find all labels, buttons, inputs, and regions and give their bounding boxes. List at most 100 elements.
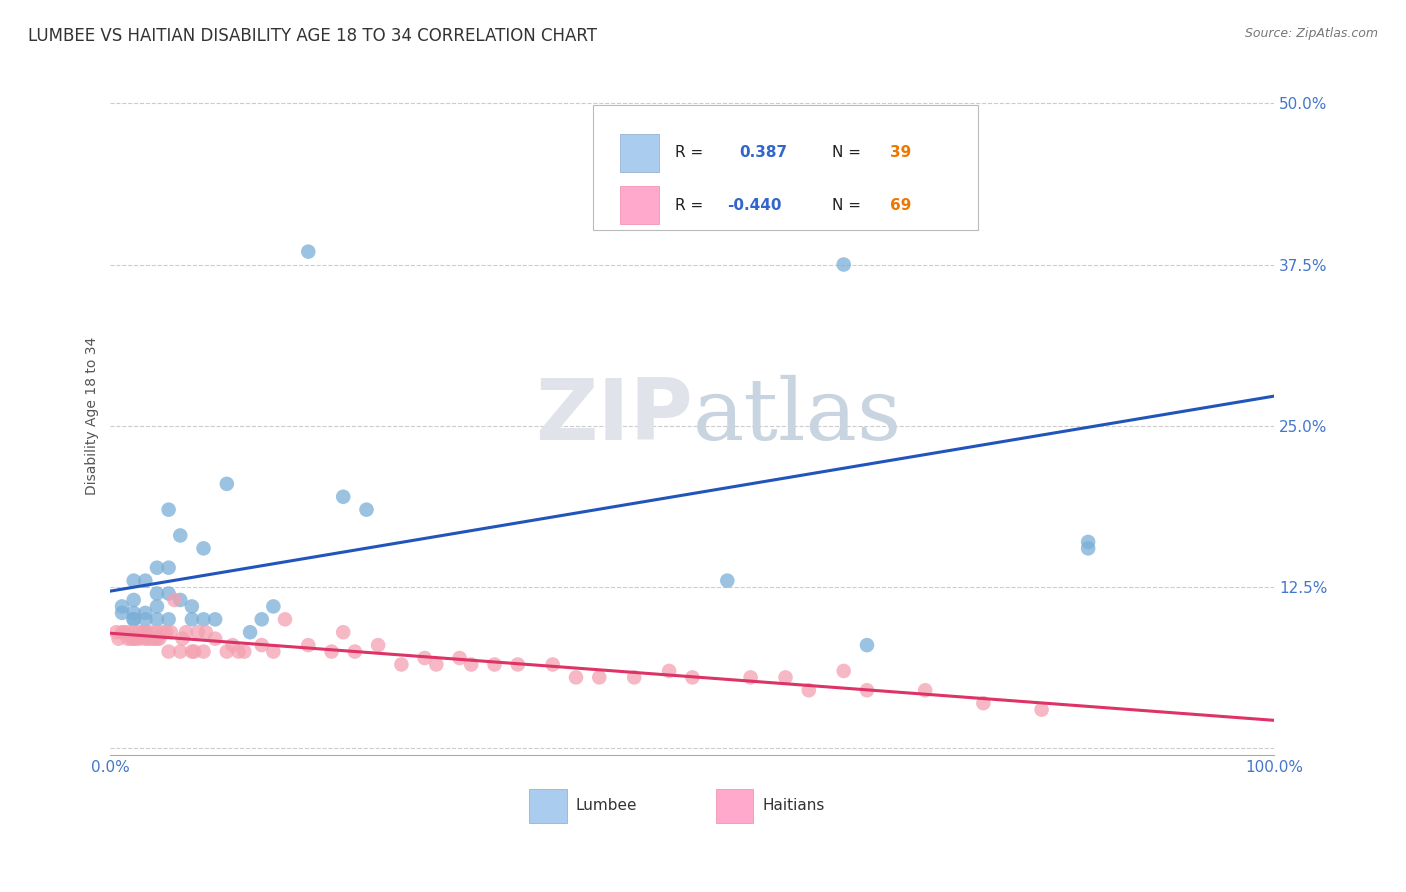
- Point: [460, 657, 482, 672]
- Point: [425, 657, 447, 672]
- Point: [122, 593, 145, 607]
- Point: [449, 651, 471, 665]
- Y-axis label: Disability Age 18 to 34: Disability Age 18 to 34: [86, 337, 100, 495]
- Point: [183, 644, 205, 658]
- Point: [187, 625, 209, 640]
- Point: [146, 599, 169, 614]
- Point: [740, 128, 762, 143]
- Point: [484, 657, 506, 672]
- Point: [141, 632, 163, 646]
- Bar: [620, 135, 658, 171]
- Point: [157, 502, 180, 516]
- Point: [146, 612, 169, 626]
- Point: [134, 632, 156, 646]
- Point: [122, 612, 145, 626]
- Text: 69: 69: [890, 198, 911, 212]
- Point: [193, 644, 215, 658]
- FancyBboxPatch shape: [593, 104, 977, 230]
- Point: [832, 664, 855, 678]
- Point: [180, 644, 202, 658]
- Point: [128, 625, 150, 640]
- Point: [193, 612, 215, 626]
- Point: [117, 632, 139, 646]
- Point: [122, 632, 145, 646]
- Point: [134, 606, 156, 620]
- Point: [111, 606, 134, 620]
- Point: [134, 625, 156, 640]
- Text: R =: R =: [675, 145, 709, 161]
- Point: [332, 625, 354, 640]
- Point: [193, 541, 215, 556]
- Point: [389, 657, 412, 672]
- Point: [117, 625, 139, 640]
- Point: [204, 612, 226, 626]
- Point: [111, 599, 134, 614]
- Text: LUMBEE VS HAITIAN DISABILITY AGE 18 TO 34 CORRELATION CHART: LUMBEE VS HAITIAN DISABILITY AGE 18 TO 3…: [28, 27, 598, 45]
- Point: [157, 612, 180, 626]
- Point: [122, 606, 145, 620]
- Point: [128, 632, 150, 646]
- Point: [146, 625, 169, 640]
- Bar: [620, 186, 658, 224]
- Point: [122, 625, 145, 640]
- Point: [233, 644, 256, 658]
- Point: [163, 593, 186, 607]
- Point: [157, 586, 180, 600]
- Point: [228, 644, 250, 658]
- Point: [111, 625, 134, 640]
- Point: [120, 632, 142, 646]
- Point: [856, 638, 879, 652]
- Text: N =: N =: [832, 145, 866, 161]
- Point: [112, 625, 135, 640]
- Point: [146, 560, 169, 574]
- Point: [239, 625, 262, 640]
- Point: [506, 657, 529, 672]
- Point: [262, 599, 284, 614]
- Point: [250, 638, 273, 652]
- Point: [215, 644, 238, 658]
- Point: [623, 670, 645, 684]
- Point: [132, 625, 155, 640]
- Point: [588, 670, 610, 684]
- Point: [681, 670, 703, 684]
- Point: [716, 574, 738, 588]
- Text: Haitians: Haitians: [762, 798, 824, 814]
- Point: [914, 683, 936, 698]
- Point: [262, 644, 284, 658]
- Point: [1077, 541, 1099, 556]
- Point: [180, 612, 202, 626]
- Point: [169, 644, 191, 658]
- Point: [775, 670, 797, 684]
- Point: [180, 599, 202, 614]
- Point: [143, 632, 166, 646]
- Point: [172, 632, 194, 646]
- Point: [797, 683, 820, 698]
- Point: [274, 612, 297, 626]
- Point: [160, 625, 183, 640]
- Point: [413, 651, 436, 665]
- Point: [221, 638, 243, 652]
- Point: [107, 632, 129, 646]
- Point: [297, 638, 319, 652]
- Text: 0.387: 0.387: [740, 145, 787, 161]
- Point: [134, 574, 156, 588]
- Point: [148, 632, 170, 646]
- Text: Lumbee: Lumbee: [576, 798, 637, 814]
- Text: N =: N =: [832, 198, 866, 212]
- Point: [356, 502, 378, 516]
- Bar: [716, 789, 754, 822]
- Point: [169, 528, 191, 542]
- Text: Source: ZipAtlas.com: Source: ZipAtlas.com: [1244, 27, 1378, 40]
- Text: R =: R =: [675, 198, 709, 212]
- Point: [856, 683, 879, 698]
- Point: [321, 644, 343, 658]
- Point: [194, 625, 217, 640]
- Point: [169, 593, 191, 607]
- Point: [122, 574, 145, 588]
- Text: atlas: atlas: [692, 375, 901, 458]
- Point: [204, 632, 226, 646]
- Point: [250, 612, 273, 626]
- Point: [157, 644, 180, 658]
- Point: [136, 632, 159, 646]
- Point: [972, 696, 994, 710]
